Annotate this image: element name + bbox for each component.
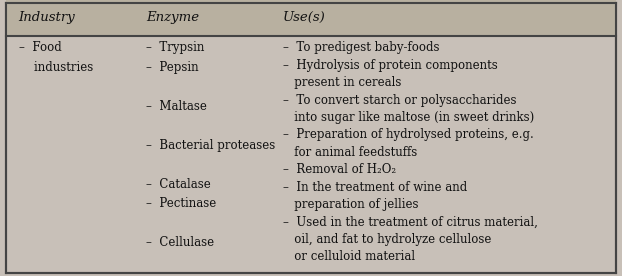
Text: –  Food
    industries: – Food industries bbox=[19, 41, 93, 74]
Text: –  In the treatment of wine and: – In the treatment of wine and bbox=[283, 181, 467, 193]
Text: –  Preparation of hydrolysed proteins, e.g.: – Preparation of hydrolysed proteins, e.… bbox=[283, 128, 534, 141]
Text: –  To predigest baby-foods: – To predigest baby-foods bbox=[283, 41, 440, 54]
Text: for animal feedstuffs: for animal feedstuffs bbox=[283, 146, 417, 159]
Text: or celluloid material: or celluloid material bbox=[283, 250, 415, 263]
Text: –  To convert starch or polysaccharides: – To convert starch or polysaccharides bbox=[283, 94, 516, 107]
Text: Enzyme: Enzyme bbox=[146, 11, 199, 25]
Text: into sugar like maltose (in sweet drinks): into sugar like maltose (in sweet drinks… bbox=[283, 111, 534, 124]
Text: –  Removal of H₂O₂: – Removal of H₂O₂ bbox=[283, 163, 396, 176]
Text: –  Used in the treatment of citrus material,: – Used in the treatment of citrus materi… bbox=[283, 215, 538, 228]
Text: –  Trypsin
–  Pepsin

–  Maltase

–  Bacterial proteases

–  Catalase
–  Pectina: – Trypsin – Pepsin – Maltase – Bacterial… bbox=[146, 41, 276, 250]
Text: preparation of jellies: preparation of jellies bbox=[283, 198, 419, 211]
Text: oil, and fat to hydrolyze cellulose: oil, and fat to hydrolyze cellulose bbox=[283, 233, 491, 246]
Text: Industry: Industry bbox=[19, 11, 75, 25]
Text: –  Hydrolysis of protein components: – Hydrolysis of protein components bbox=[283, 59, 498, 72]
Text: present in cereals: present in cereals bbox=[283, 76, 401, 89]
Text: Use(s): Use(s) bbox=[283, 11, 326, 25]
Bar bbox=[6, 0, 616, 36]
